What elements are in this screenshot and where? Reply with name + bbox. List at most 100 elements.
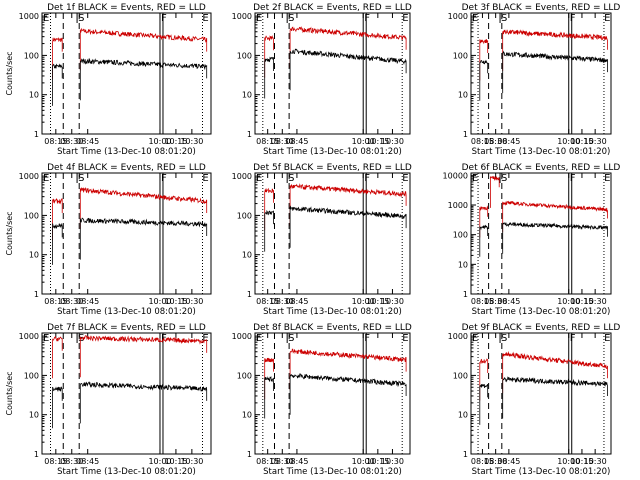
lld-series-segment-1 — [479, 39, 489, 81]
x-tick-label: 08:15 — [44, 137, 67, 146]
y-tick-label: 100 — [237, 371, 252, 380]
y-tick-label: 1000 — [448, 201, 468, 210]
y-tick-label: 10 — [458, 260, 468, 269]
y-axis-label: Counts/sec — [5, 371, 14, 415]
x-tick-label: 10:30 — [584, 457, 607, 466]
y-tick-label: 1000 — [19, 332, 39, 341]
x-axis-label: Start Time (13-Dec-10 08:01:20) — [263, 147, 402, 157]
y-tick-label: 10 — [458, 91, 468, 100]
x-tick-label: 08:45 — [76, 457, 99, 466]
marker-label: E — [202, 333, 208, 344]
panel-det-3: Det 3f BLACK = Events, RED = LLD 1 10 100 10… — [448, 3, 621, 157]
x-tick-label: 10:15 — [366, 457, 389, 466]
x-axis-label: Start Time (13-Dec-10 08:01:20) — [263, 307, 402, 317]
marker-label: E — [202, 173, 208, 184]
x-tick-label: 08:45 — [285, 457, 308, 466]
marker-label: E — [402, 333, 408, 344]
x-axis-label: Start Time (13-Dec-10 08:01:20) — [472, 467, 611, 477]
x-tick-label: 10:15 — [570, 457, 593, 466]
x-tick-label: 08:15 — [471, 297, 494, 306]
x-tick-label: 10:30 — [584, 297, 607, 306]
x-axis-label: Start Time (13-Dec-10 08:01:20) — [263, 467, 402, 477]
y-tick-label: 1 — [34, 450, 39, 459]
y-tick-label: 10 — [29, 411, 39, 420]
y-tick-label: 1000 — [448, 12, 468, 21]
x-tick-label: 08:30 — [484, 137, 507, 146]
plot-frame — [41, 332, 212, 455]
marker-label: F — [570, 13, 576, 24]
plot-frame — [41, 12, 212, 135]
lld-series-segment-1 — [479, 205, 489, 238]
lld-series-segment-2 — [502, 29, 608, 71]
x-tick-label: 10:15 — [164, 297, 187, 306]
events-series-segment-1 — [52, 222, 63, 265]
x-tick-label: 10:00 — [148, 137, 171, 146]
marker-label: E — [604, 13, 610, 24]
y-axis-label: Counts/sec — [5, 51, 14, 95]
panel-title: Det 1f BLACK = Events, RED = LLD — [47, 3, 206, 13]
x-tick-label: 08:30 — [271, 457, 294, 466]
panel-title: Det 2f BLACK = Events, RED = LLD — [253, 3, 412, 13]
y-tick-label: 100 — [237, 51, 252, 60]
marker-label: F — [570, 173, 576, 184]
panel-det-5: Det 5f BLACK = Events, RED = LLD 1 10 100 10… — [232, 163, 412, 317]
plot-frame — [254, 332, 411, 455]
y-tick-label: 100 — [453, 231, 468, 240]
marker-label: F — [161, 173, 167, 184]
y-tick-label: 1000 — [19, 172, 39, 181]
lld-series-segment-2 — [490, 175, 500, 208]
panel-det-2: Det 2f BLACK = Events, RED = LLD 1 10 100 10… — [232, 3, 412, 157]
x-tick-label: 10:30 — [381, 137, 404, 146]
events-series-segment-3 — [502, 221, 608, 254]
panel-det-1: Det 1f BLACK = Events, RED = LLD 1 10 100 10… — [5, 3, 212, 157]
events-series-segment-2 — [79, 381, 208, 424]
lld-series-segment-2 — [289, 26, 407, 68]
y-tick-label: 1 — [34, 290, 39, 299]
x-tick-label: 08:45 — [497, 457, 520, 466]
lld-series-segment-2 — [502, 350, 608, 394]
x-tick-label: 08:30 — [271, 137, 294, 146]
x-tick-label: 10:15 — [164, 137, 187, 146]
y-tick-label: 1 — [34, 130, 39, 139]
x-tick-label: 10:30 — [180, 137, 203, 146]
marker-label: E — [472, 333, 478, 344]
x-tick-label: 08:15 — [471, 137, 494, 146]
y-tick-label: 1 — [247, 450, 252, 459]
x-tick-label: 10:00 — [148, 297, 171, 306]
marker-label: S — [288, 173, 294, 184]
x-tick-label: 10:30 — [381, 457, 404, 466]
x-axis-label: Start Time (13-Dec-10 08:01:20) — [57, 467, 196, 477]
events-series-segment-2 — [502, 50, 608, 94]
x-tick-label: 08:45 — [497, 297, 520, 306]
x-tick-label: 08:15 — [256, 457, 279, 466]
lld-series-segment-1 — [52, 335, 63, 379]
y-axis-label: Counts/sec — [5, 211, 14, 255]
y-tick-label: 10000 — [443, 171, 468, 180]
x-tick-label: 10:15 — [366, 137, 389, 146]
panel-title: Det 6f BLACK = Events, RED = LLD — [462, 163, 621, 173]
y-tick-label: 10 — [242, 411, 252, 420]
events-series-segment-1 — [52, 386, 63, 429]
y-tick-label: 100 — [237, 211, 252, 220]
x-axis-label: Start Time (13-Dec-10 08:01:20) — [57, 147, 196, 157]
marker-label: F — [364, 173, 370, 184]
x-tick-label: 10:00 — [352, 137, 375, 146]
x-tick-label: 10:00 — [557, 457, 580, 466]
x-tick-label: 08:30 — [484, 297, 507, 306]
y-tick-label: 10 — [242, 251, 252, 260]
y-tick-label: 1 — [247, 130, 252, 139]
marker-label: F — [364, 13, 370, 24]
marker-label: E — [604, 173, 610, 184]
events-series-segment-1 — [264, 56, 274, 99]
x-tick-label: 08:30 — [60, 297, 83, 306]
x-tick-label: 10:15 — [570, 297, 593, 306]
y-tick-label: 1 — [463, 290, 468, 299]
panel-det-6: Det 6f BLACK = Events, RED = LLD 1 10 100 10… — [443, 163, 621, 317]
y-tick-label: 10 — [29, 251, 39, 260]
lld-series-segment-2 — [289, 348, 407, 391]
x-tick-label: 08:45 — [76, 297, 99, 306]
events-series-segment-1 — [479, 224, 489, 257]
x-tick-label: 08:45 — [497, 137, 520, 146]
lld-series-segment-2 — [79, 27, 208, 71]
